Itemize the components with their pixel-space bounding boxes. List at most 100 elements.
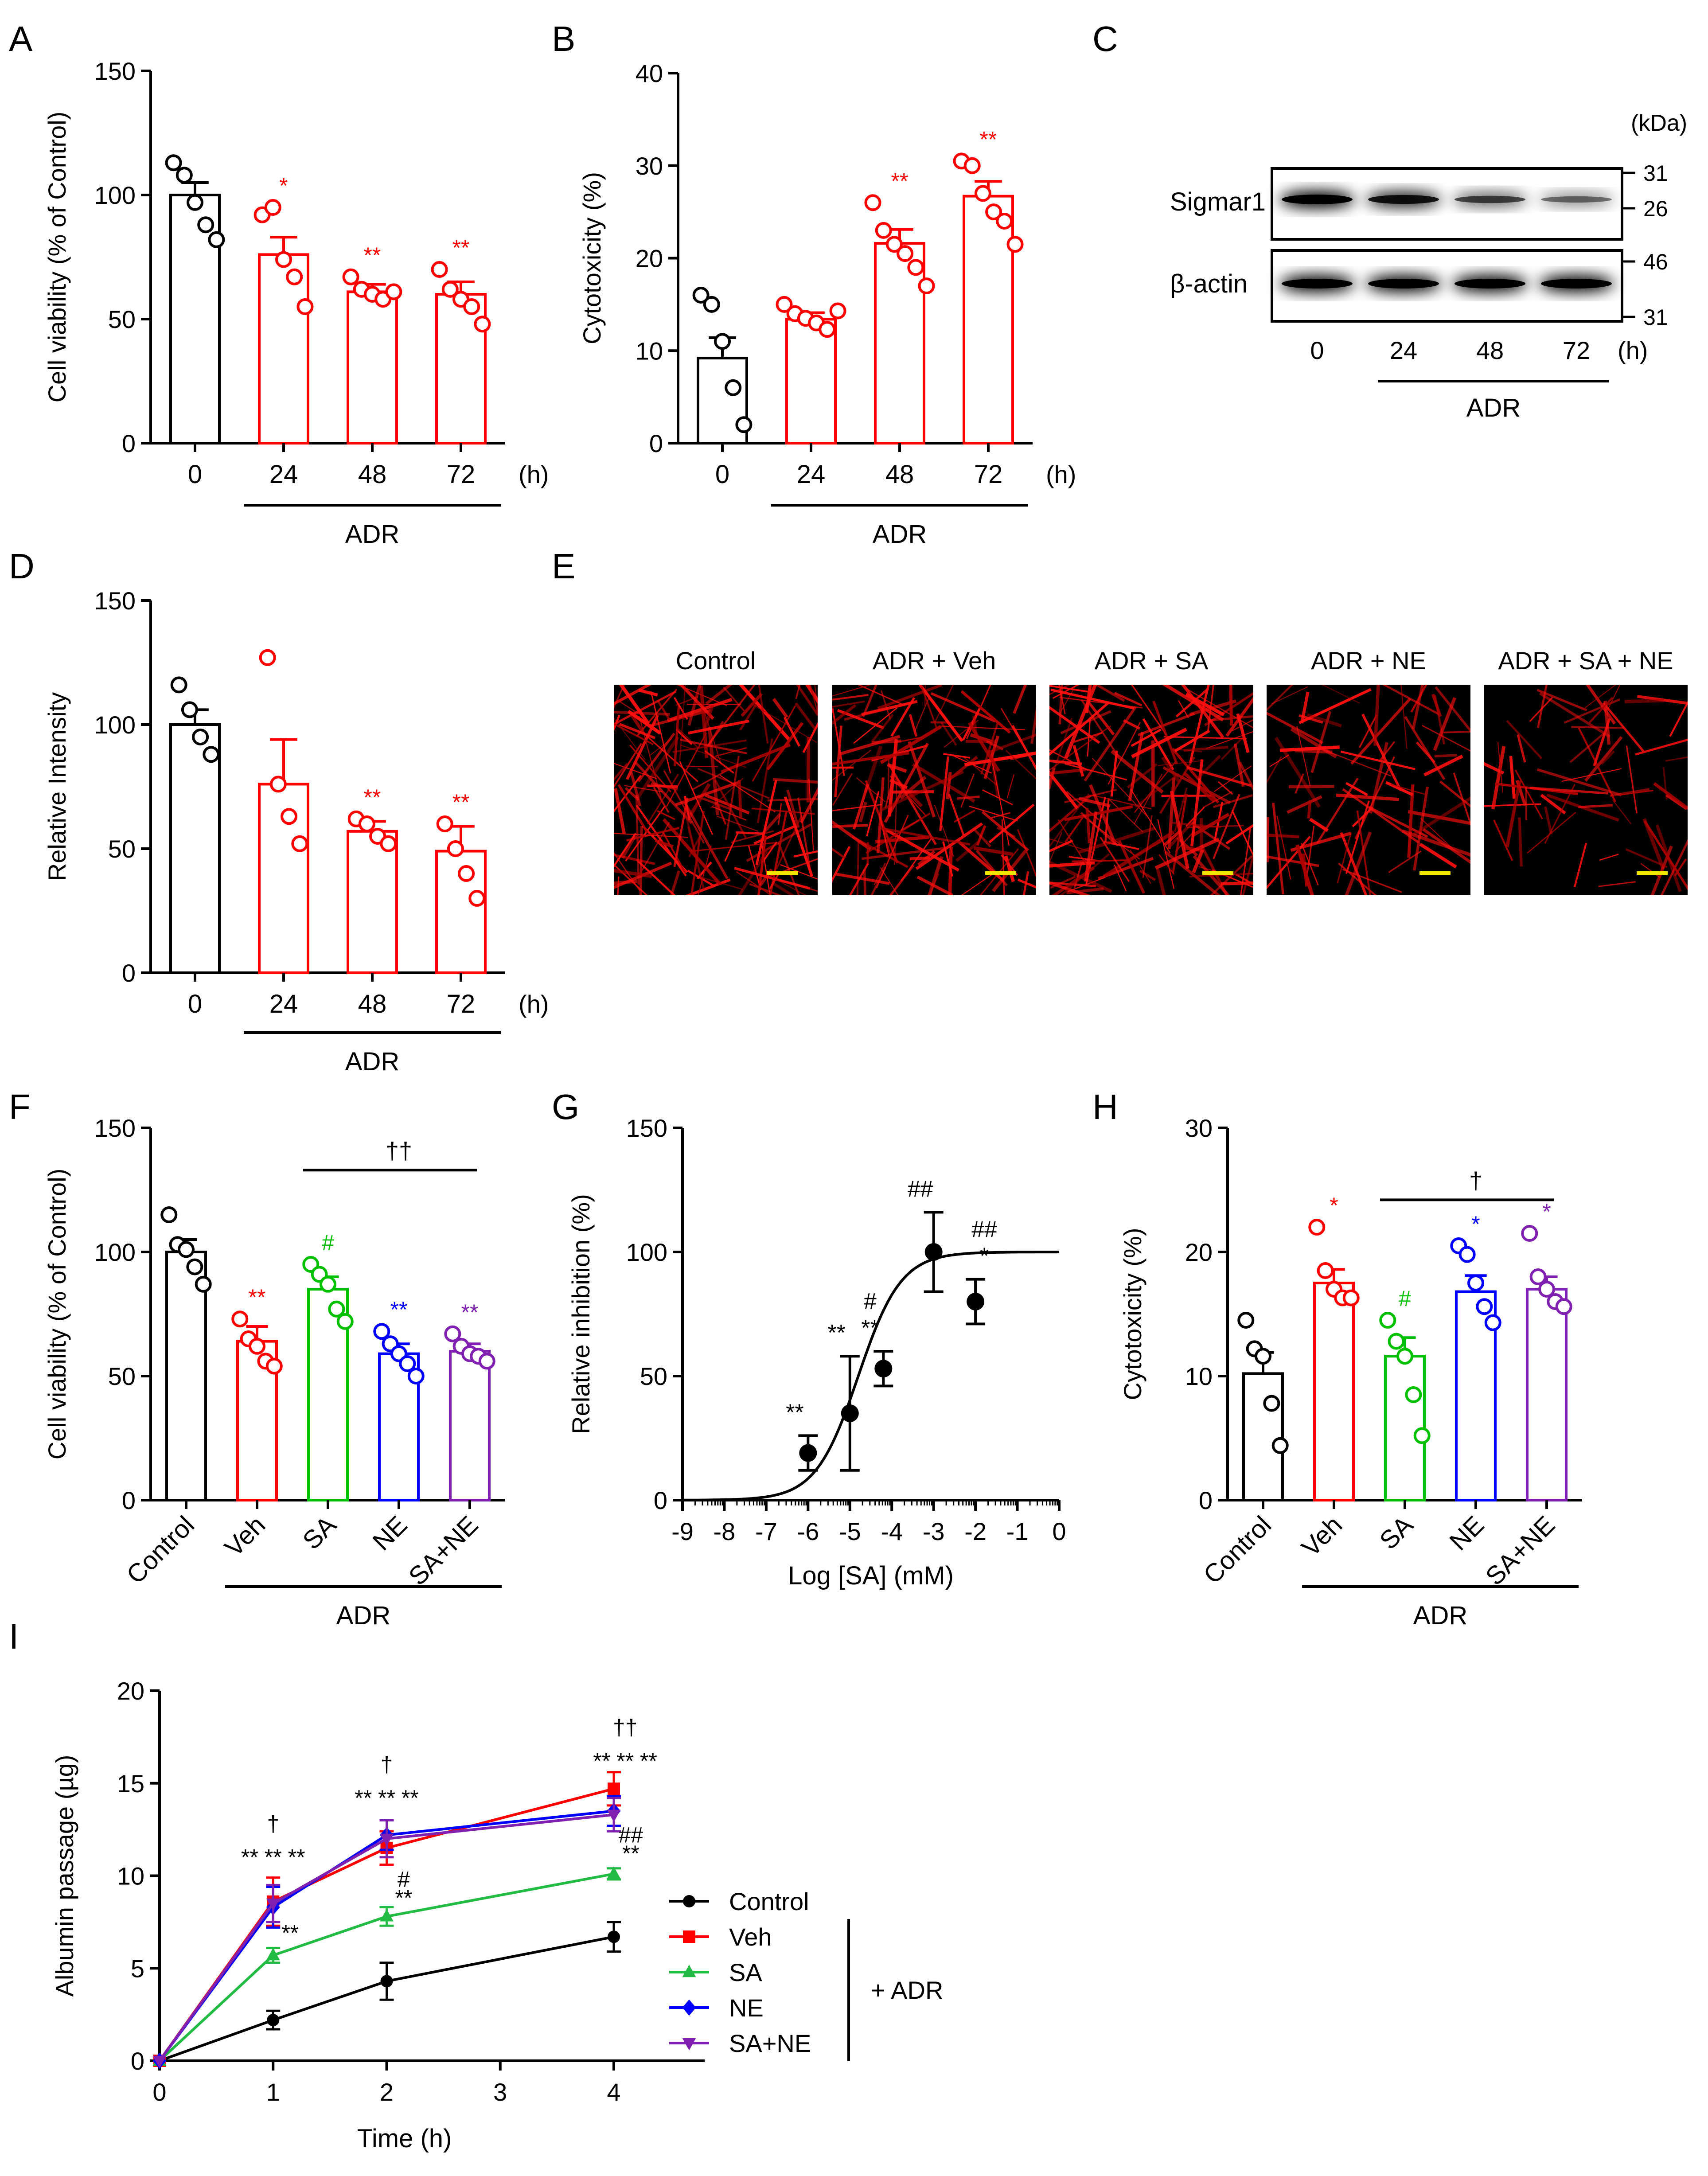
blot-band-core (1368, 195, 1439, 204)
actin-fiber (653, 787, 670, 813)
actin-fiber (1624, 698, 1664, 703)
actin-fiber (1287, 795, 1322, 814)
legend-marker (682, 1965, 696, 1977)
actin-fiber (675, 726, 699, 749)
actin-fiber (1225, 696, 1253, 737)
actin-fiber (751, 807, 815, 815)
actin-fiber (1135, 772, 1180, 808)
data-point (474, 316, 491, 333)
data-point (1342, 1289, 1360, 1306)
actin-fiber (1536, 689, 1587, 712)
actin-fiber (1049, 839, 1073, 853)
actin-fiber (614, 833, 688, 838)
data-point (208, 231, 225, 248)
actin-fiber (909, 856, 931, 861)
actin-fiber (739, 703, 757, 731)
actin-fiber (840, 735, 901, 756)
actin-fiber (809, 685, 818, 715)
actin-fiber (614, 685, 652, 706)
chart-b-cytotoxicity: 0 10 20 30 40 Cytotoxicity (%) 0 24 ** 48 ** 72 (h) A… (578, 59, 1076, 549)
x-tick-label: Control (121, 1510, 200, 1589)
significance-mark: * (1542, 1199, 1551, 1224)
actin-fiber (793, 850, 818, 858)
y-tick-label: 150 (94, 587, 136, 615)
actin-fiber (617, 784, 649, 834)
panel-letter-c: C (1092, 19, 1118, 58)
actin-fiber (1100, 836, 1130, 882)
data-point (875, 222, 892, 239)
actin-fiber (1084, 811, 1098, 882)
actin-fiber (1578, 804, 1613, 808)
actin-fiber (832, 685, 873, 697)
x-tick-label: 48 (358, 990, 387, 1018)
actin-fiber (982, 789, 1013, 805)
actin-fiber (1358, 714, 1378, 748)
actin-fiber (1593, 718, 1611, 767)
data-point (152, 2055, 167, 2068)
x-tick-label: 24 (269, 460, 298, 489)
actin-fiber (1514, 769, 1543, 819)
y-tick-label: 0 (649, 429, 663, 457)
actin-fiber (719, 775, 776, 813)
comparison-mark: † (1469, 1167, 1482, 1194)
actin-fiber (625, 806, 666, 862)
actin-fiber (866, 791, 880, 837)
group-label: ADR (1413, 1601, 1467, 1630)
data-point (197, 216, 214, 234)
actin-fiber (1065, 763, 1127, 781)
actin-fiber (799, 788, 818, 823)
actin-fiber (1049, 701, 1111, 756)
actin-fiber (797, 797, 811, 870)
x-tick-label: 24 (269, 990, 298, 1018)
group-label: ADR (873, 520, 927, 549)
data-point (1006, 236, 1024, 253)
legend-label: Veh (729, 1923, 772, 1951)
actin-fiber (1114, 692, 1143, 707)
actin-fiber (746, 823, 812, 862)
data-point (249, 1338, 265, 1355)
actin-fiber (1439, 780, 1470, 807)
panel-letter-b: B (552, 19, 575, 58)
data-point (1555, 1298, 1572, 1315)
x-tick-label: 0 (1052, 1517, 1066, 1545)
actin-fiber (870, 866, 886, 895)
y-tick-label: 20 (636, 245, 663, 273)
data-point (819, 321, 836, 338)
actin-fiber (772, 698, 788, 718)
actin-fiber (1571, 726, 1624, 729)
actin-fiber (1336, 793, 1399, 801)
series-line (159, 1935, 614, 2062)
actin-fiber (614, 743, 642, 788)
actin-fiber (1345, 831, 1372, 895)
actin-fiber (1142, 815, 1153, 878)
actin-fiber (1431, 694, 1442, 717)
blot-group-label: ADR (1466, 394, 1521, 422)
actin-fiber (796, 685, 818, 716)
bar (449, 1350, 491, 1501)
actin-fiber (1612, 799, 1632, 824)
data-point (296, 298, 314, 315)
data-point (1458, 1246, 1476, 1263)
actin-fiber (849, 863, 869, 895)
actin-fiber (1073, 732, 1103, 743)
actin-fiber (1529, 787, 1608, 795)
panel-letter-d: D (9, 546, 35, 586)
actin-fiber (1267, 855, 1319, 867)
actin-fiber (795, 685, 801, 699)
data-point (963, 157, 981, 174)
data-point (1413, 1427, 1431, 1444)
actin-fiber (736, 871, 772, 895)
y-tick-label: 150 (94, 57, 136, 85)
micrograph-fibers (1267, 685, 1470, 895)
bar (169, 194, 221, 445)
actin-fiber (673, 705, 680, 766)
data-point (407, 1368, 425, 1384)
actin-fiber (679, 685, 686, 761)
actin-fiber (687, 783, 711, 819)
panel-letter-a: A (9, 19, 33, 58)
actin-fiber (1191, 822, 1231, 850)
chart-d-relative-intensity: 0 50 100 150 Relative Intensity 0 24 ** 48 ** 72 (h… (43, 587, 549, 1076)
legend-marker (683, 1930, 695, 1943)
actin-fiber (1407, 784, 1415, 858)
